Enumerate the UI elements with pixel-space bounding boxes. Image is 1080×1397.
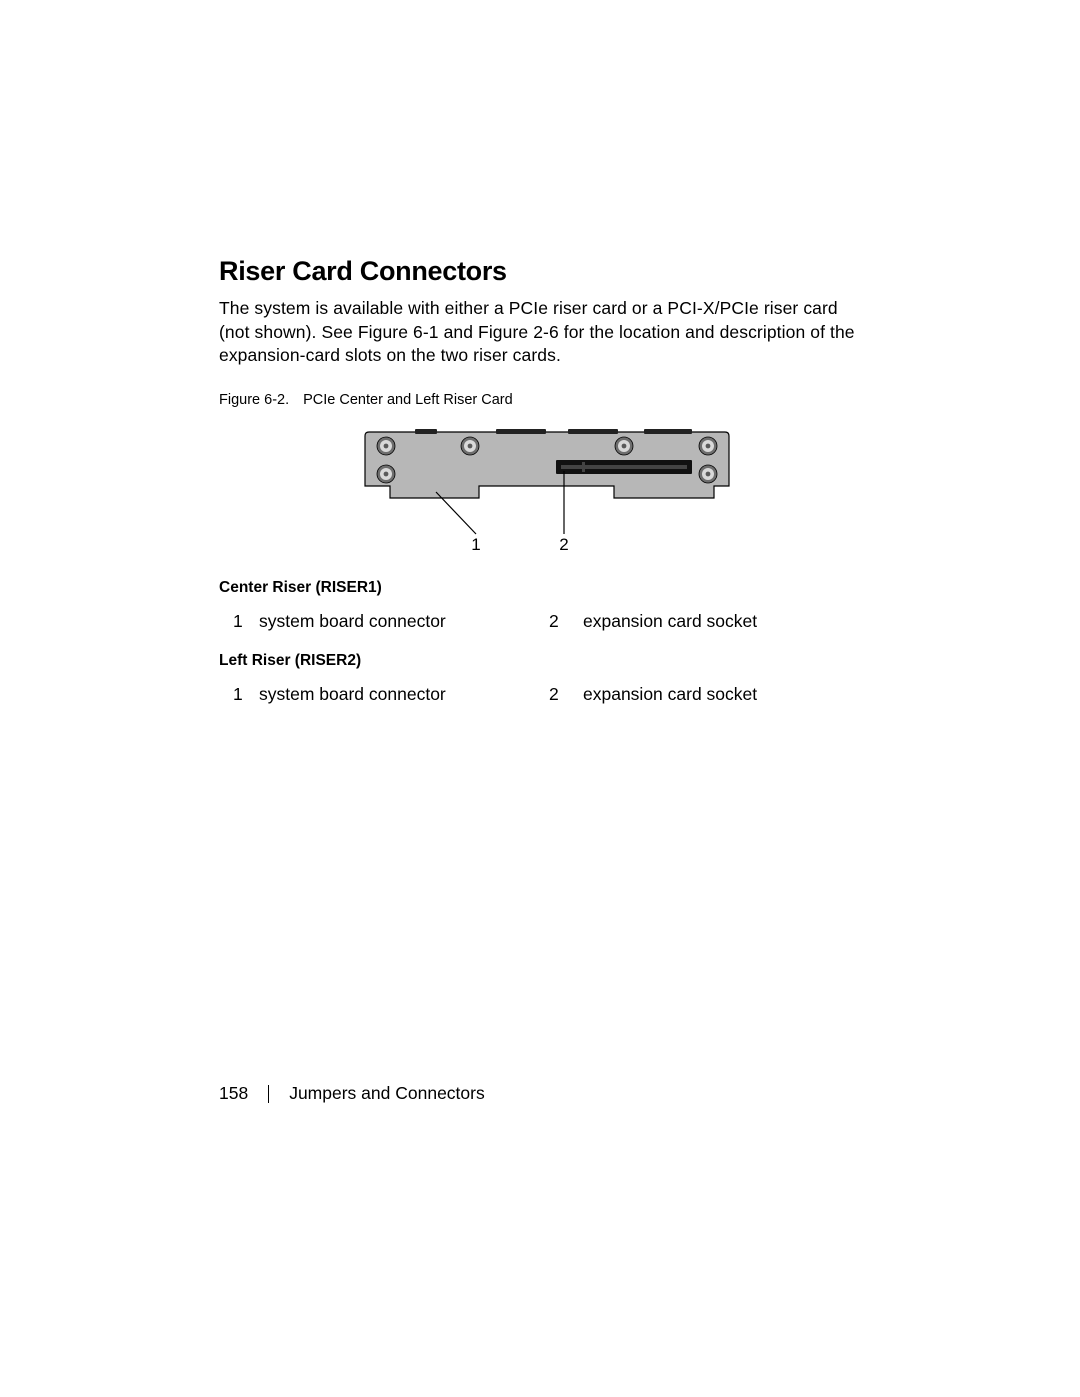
legend-num: 2 xyxy=(549,684,583,705)
legend-num: 2 xyxy=(549,611,583,632)
legend-label: expansion card socket xyxy=(583,611,757,632)
legend-row: 1 system board connector 2 expansion car… xyxy=(219,611,869,632)
screw-4 xyxy=(615,437,633,455)
top-tab-4 xyxy=(644,429,692,434)
footer-section: Jumpers and Connectors xyxy=(289,1083,485,1104)
screw-3 xyxy=(461,437,479,455)
expansion-connector xyxy=(556,460,692,474)
page-footer: 158 Jumpers and Connectors xyxy=(219,1083,485,1104)
section-heading: Riser Card Connectors xyxy=(219,256,869,287)
page-content: Riser Card Connectors The system is avai… xyxy=(219,256,869,725)
legend-label: expansion card socket xyxy=(583,684,757,705)
footer-divider xyxy=(268,1085,269,1103)
riser-card-diagram: 1 2 xyxy=(324,426,764,556)
legend-row: 1 system board connector 2 expansion car… xyxy=(219,684,869,705)
screw-1 xyxy=(377,437,395,455)
body-paragraph: The system is available with either a PC… xyxy=(219,297,869,368)
legend-num: 1 xyxy=(233,684,259,705)
legend-title-1: Left Riser (RISER2) xyxy=(219,652,869,670)
top-tab-3 xyxy=(568,429,618,434)
legend-label: system board connector xyxy=(259,684,549,705)
screw-5 xyxy=(699,437,717,455)
figure-number: Figure 6-2. xyxy=(219,392,289,408)
figure-caption: Figure 6-2. PCIe Center and Left Riser Ca… xyxy=(219,392,869,408)
figure-diagram: 1 2 xyxy=(219,426,869,561)
callout-1: 1 xyxy=(471,535,480,554)
callout-2: 2 xyxy=(559,535,568,554)
legend-title-0: Center Riser (RISER1) xyxy=(219,579,869,597)
legend-label: system board connector xyxy=(259,611,549,632)
top-tab-2 xyxy=(496,429,546,434)
legend-section-1: Left Riser (RISER2) 1 system board conne… xyxy=(219,652,869,705)
legend-section-0: Center Riser (RISER1) 1 system board con… xyxy=(219,579,869,632)
figure-title: PCIe Center and Left Riser Card xyxy=(303,392,513,408)
screw-2 xyxy=(377,465,395,483)
page-number: 158 xyxy=(219,1083,248,1104)
legend-num: 1 xyxy=(233,611,259,632)
top-tab-1 xyxy=(415,429,437,434)
screw-6 xyxy=(699,465,717,483)
